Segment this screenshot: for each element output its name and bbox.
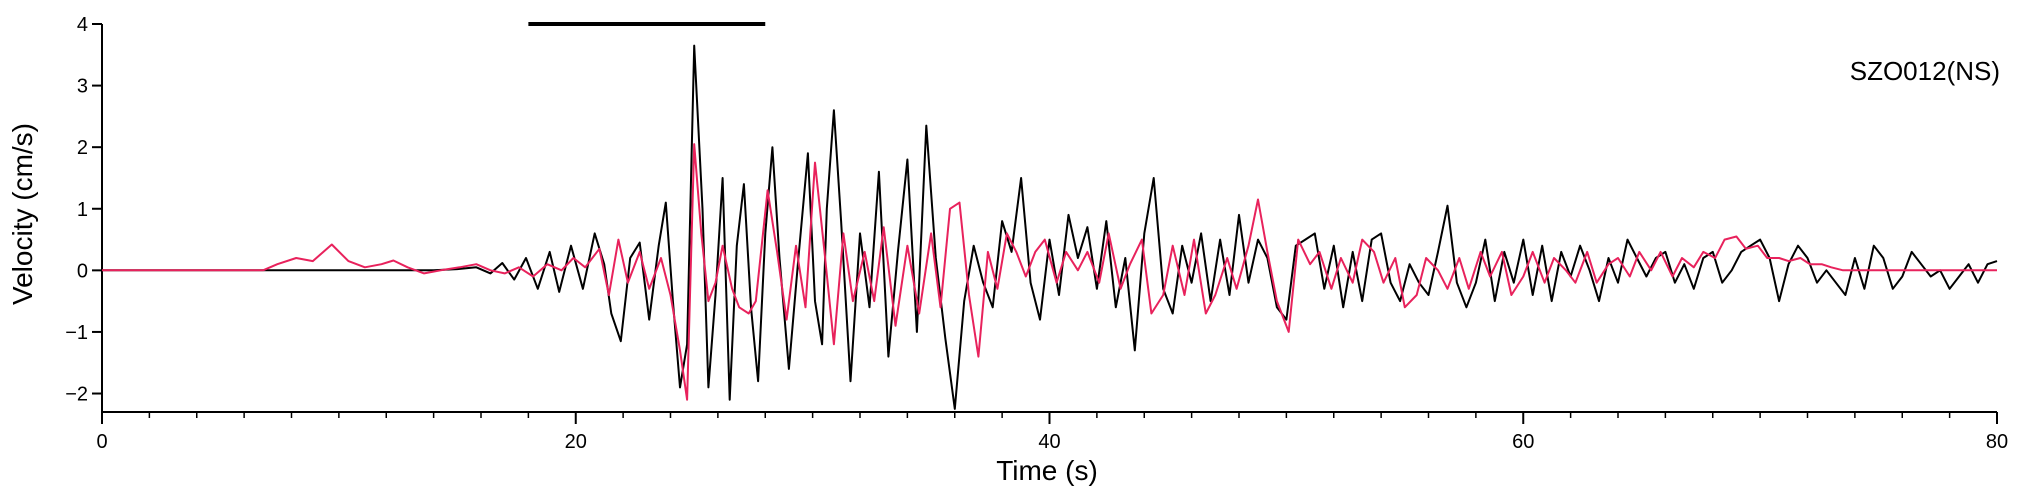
series-red-line bbox=[102, 143, 1997, 401]
y-tick-label: −2 bbox=[65, 384, 88, 406]
station-label: SZO012(NS) bbox=[1850, 56, 2000, 86]
y-tick-label: 3 bbox=[77, 76, 88, 98]
x-tick-label: 40 bbox=[1038, 431, 1060, 453]
x-axis-title: Time (s) bbox=[996, 455, 1098, 486]
labels: SZO012(NS) Time (s) Velocity (cm/s) bbox=[7, 56, 2000, 486]
series-group bbox=[102, 44, 1998, 410]
y-tick-label: 1 bbox=[77, 199, 88, 221]
x-tick-label: 60 bbox=[1512, 431, 1534, 453]
y-tick-label: −1 bbox=[65, 322, 88, 344]
y-tick-label: 4 bbox=[77, 14, 88, 36]
y-axis-title: Velocity (cm/s) bbox=[7, 123, 38, 305]
x-tick-label: 20 bbox=[565, 431, 587, 453]
y-tick-label: 0 bbox=[77, 260, 88, 282]
series-black-line bbox=[102, 44, 1998, 410]
x-tick-label: 80 bbox=[1986, 431, 2008, 453]
x-tick-label: 0 bbox=[96, 431, 107, 453]
y-tick-label: 2 bbox=[77, 137, 88, 159]
